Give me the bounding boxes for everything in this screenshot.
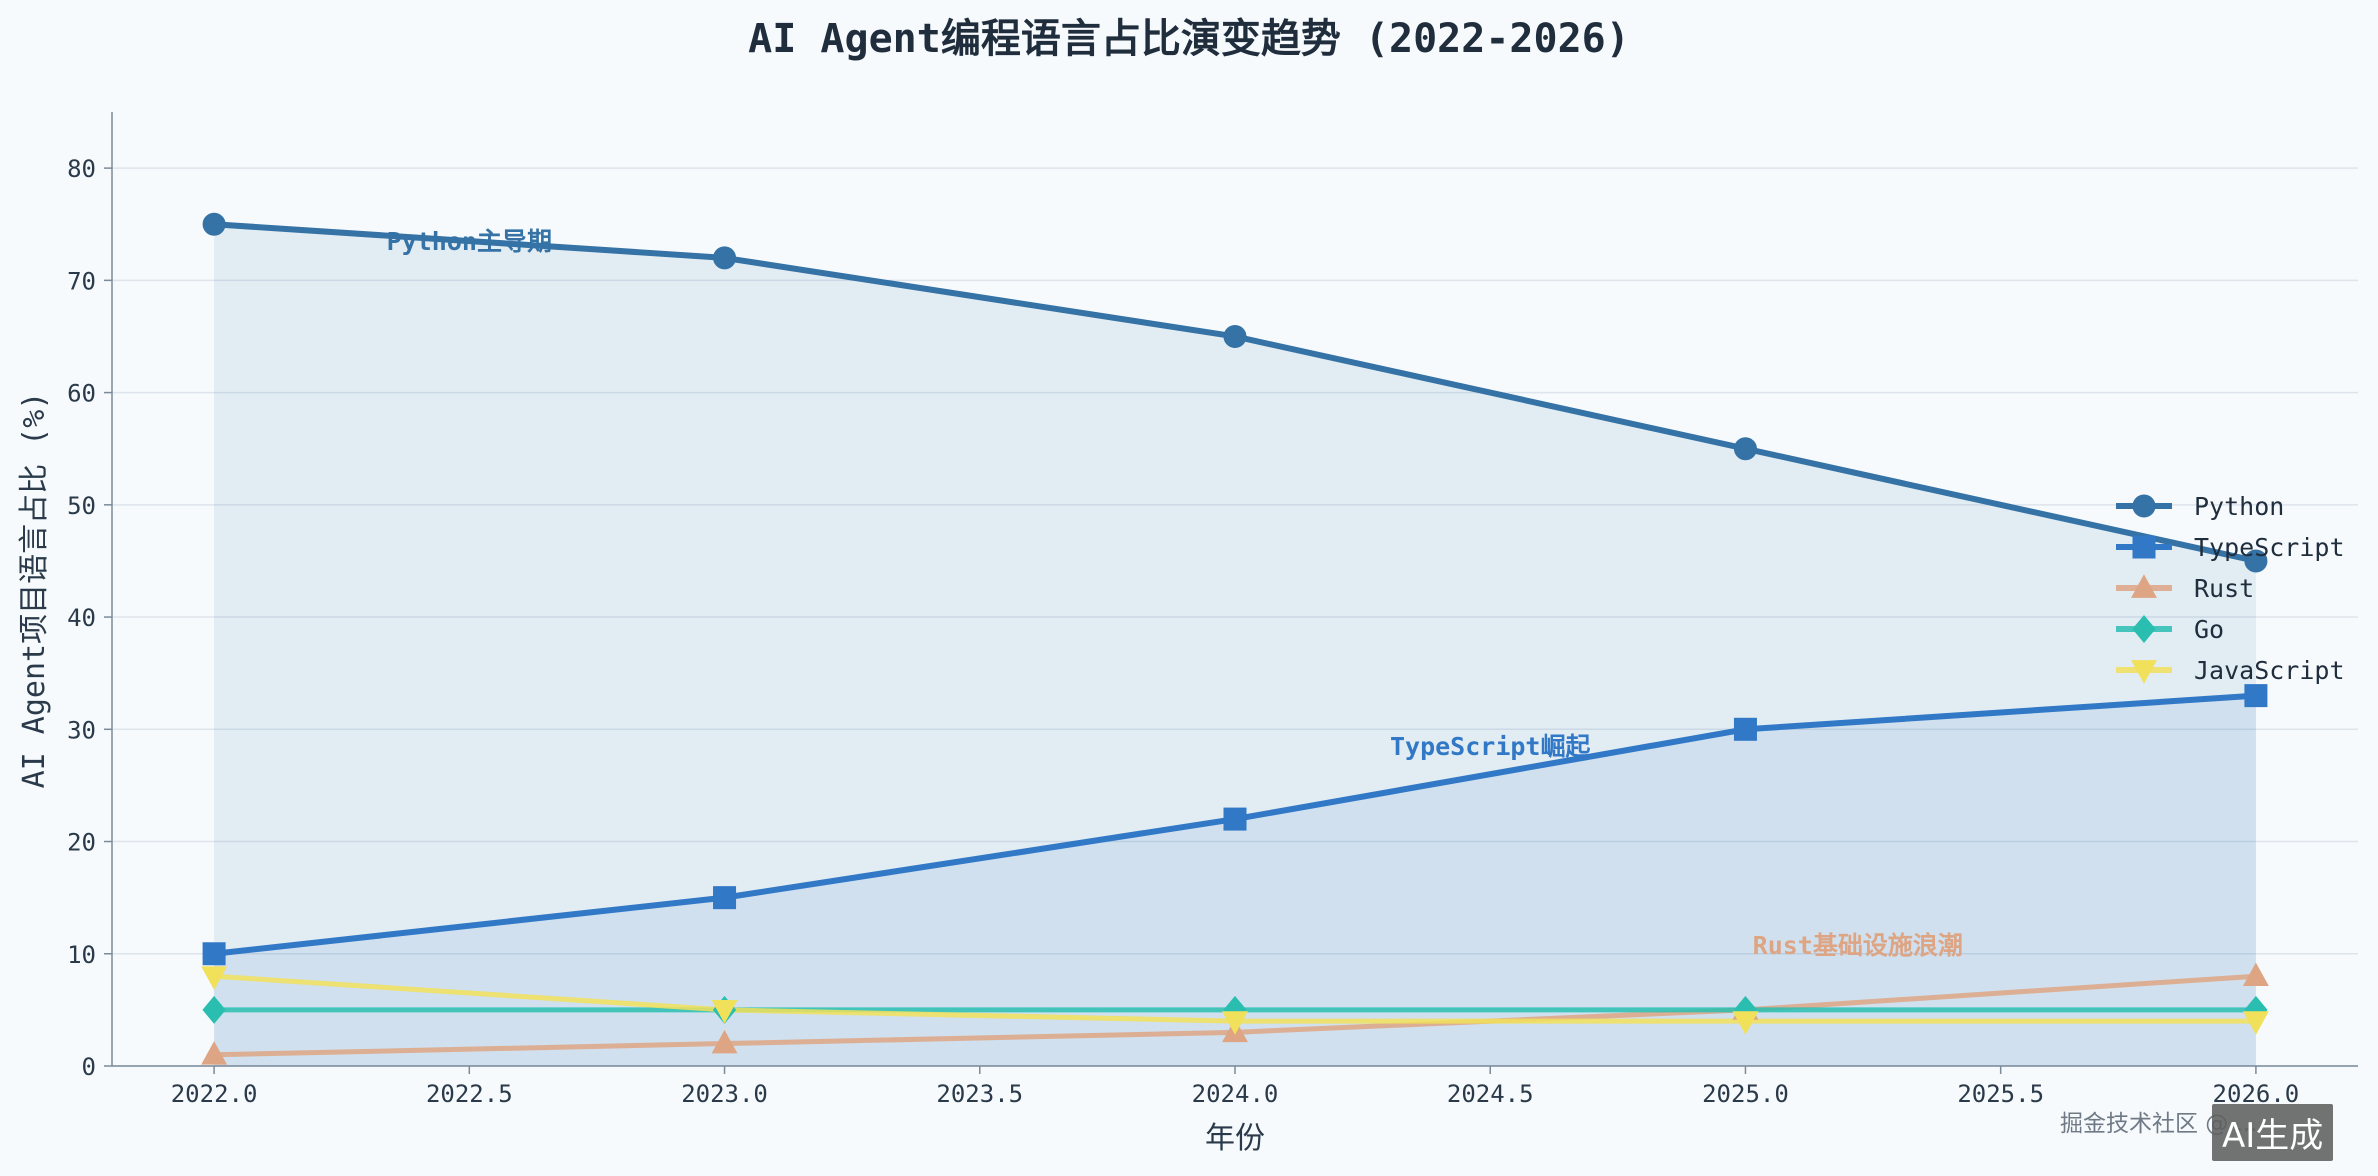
y-tick-label: 30 (67, 716, 96, 744)
axes (104, 112, 2358, 1074)
y-tick-label: 80 (67, 155, 96, 183)
legend-marker-go (2132, 615, 2156, 643)
y-tick-label: 40 (67, 604, 96, 632)
legend-label-typescript: TypeScript (2194, 533, 2345, 562)
chart-title: AI Agent编程语言占比演变趋势 (2022-2026) (748, 16, 1630, 62)
python-point (1223, 324, 1247, 348)
tick-labels: 0 10 20 30 40 50 60 70 80 2022.0 2022.5 2023.0 2023.… (67, 155, 2299, 1108)
grid-lines (112, 167, 2358, 1067)
javascript-point (1732, 1011, 1759, 1035)
typescript-point (713, 886, 737, 910)
x-tick-label: 2026.0 (2213, 1080, 2300, 1108)
legend-label-javascript: JavaScript (2194, 656, 2345, 685)
y-axis-label: AI Agent项目语言占比 (%) (17, 392, 52, 789)
x-tick-label: 2024.5 (1447, 1080, 1534, 1108)
python-point (2244, 549, 2268, 573)
legend-marker-python (2132, 494, 2156, 518)
annotation-label: Python主导期 (387, 227, 552, 256)
y-tick-label: 0 (82, 1053, 96, 1081)
x-tick-label: 2023.5 (936, 1080, 1023, 1108)
x-tick-label: 2025.5 (1957, 1080, 2044, 1108)
javascript-point (201, 966, 228, 990)
typescript-area (214, 695, 2256, 1066)
y-tick-label: 20 (67, 829, 96, 857)
ai-generated-badge: AI生成 (2212, 1104, 2334, 1161)
x-tick-label: 2022.0 (171, 1080, 258, 1108)
javascript-point (711, 1000, 738, 1024)
rust-point (2242, 962, 2269, 987)
typescript-point (2244, 684, 2268, 708)
x-tick-label: 2024.0 (1192, 1080, 1279, 1108)
x-tick-label: 2025.0 (1702, 1080, 1789, 1108)
javascript-point (1222, 1011, 1248, 1035)
rust-point (201, 1041, 228, 1065)
rust-point (711, 1029, 738, 1054)
annotation-label: TypeScript崛起 (1390, 732, 1592, 761)
y-tick-label: 10 (67, 941, 96, 969)
x-axis-label: 年份 (1205, 1121, 1265, 1156)
legend: Python TypeScript Rust Go JavaScript (2116, 492, 2345, 685)
x-tick-label: 2023.0 (681, 1080, 768, 1108)
y-tick-label: 70 (67, 267, 96, 295)
y-tick-label: 50 (67, 492, 96, 520)
typescript-point (202, 942, 226, 966)
javascript-point (2242, 1011, 2269, 1035)
legend-label-rust: Rust (2194, 574, 2254, 603)
legend-marker-typescript (2132, 535, 2156, 559)
go-point (202, 995, 226, 1024)
series-markers (201, 212, 2269, 1065)
annotations: Python主导期 TypeScript崛起 Rust基础设施浪潮 (387, 227, 1963, 960)
python-point (202, 212, 226, 236)
x-tick-label: 2022.5 (426, 1080, 513, 1108)
legend-marker-javascript (2131, 660, 2157, 684)
python-point (1733, 437, 1757, 461)
typescript-point (1733, 717, 1757, 741)
legend-label-python: Python (2194, 492, 2284, 521)
python-point (713, 246, 737, 270)
python-area (214, 224, 2256, 1066)
legend-marker-rust (2131, 574, 2157, 598)
legend-label-go: Go (2194, 615, 2224, 644)
series-fills (214, 224, 2256, 1066)
annotation-label: Rust基础设施浪潮 (1753, 931, 1963, 960)
typescript-point (1223, 807, 1247, 831)
y-tick-label: 60 (67, 380, 96, 408)
